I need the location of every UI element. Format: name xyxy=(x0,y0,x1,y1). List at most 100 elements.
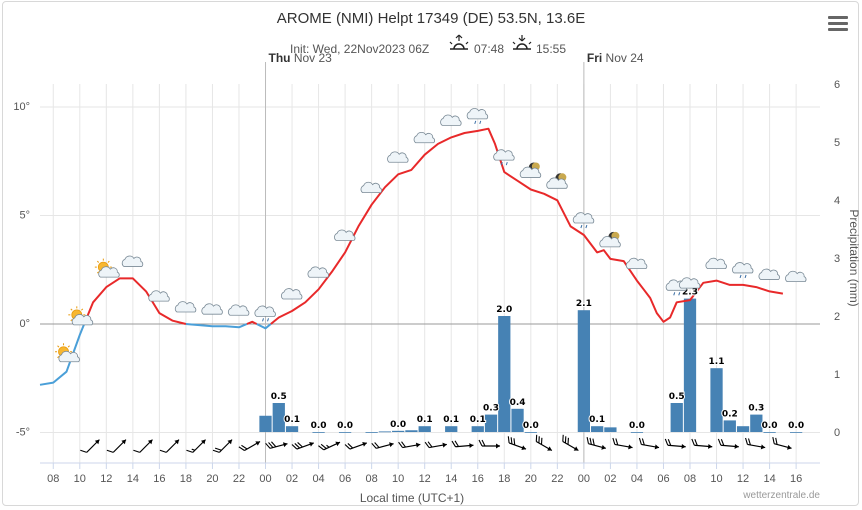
y-left-tick-label: 0° xyxy=(19,318,30,330)
sun-cloud-icon xyxy=(68,306,94,326)
y-left-tick-label: -5° xyxy=(16,427,30,439)
wind-barb-feather xyxy=(562,434,564,442)
x-tick-label: 06 xyxy=(657,473,669,485)
rain-drop xyxy=(479,120,482,125)
wind-barb xyxy=(159,439,180,453)
cloud-shape xyxy=(785,270,807,283)
wind-barb xyxy=(318,441,341,451)
precipitation-data-label: 1.1 xyxy=(709,357,725,367)
wind-barb-head xyxy=(496,443,501,449)
cloud-drizzle-icon xyxy=(466,108,489,125)
cloud-drizzle-icon xyxy=(254,305,276,322)
cloud-shape xyxy=(572,212,595,224)
x-tick-label: 08 xyxy=(366,473,378,485)
init-text: Init: Wed, 22Nov2023 06Z xyxy=(290,42,429,56)
precipitation-data-label: 0.5 xyxy=(669,392,685,402)
wind-barb-feather xyxy=(564,436,567,444)
precipitation-data-label: 0.1 xyxy=(417,415,433,425)
chart-subtitle: Init: Wed, 22Nov2023 06Z 07:48 15:55 xyxy=(290,34,566,56)
day-date: Nov 24 xyxy=(602,51,644,65)
sun-ray xyxy=(70,308,73,311)
sun-ray xyxy=(67,345,70,348)
wind-barb-head xyxy=(309,441,314,447)
x-tick-label: 14 xyxy=(445,473,457,485)
wind-barb xyxy=(562,434,579,452)
day-date: Nov 23 xyxy=(291,51,333,65)
cloud-shape xyxy=(705,257,727,269)
wind-barb-feather xyxy=(694,439,698,446)
wind-barb-feather xyxy=(454,440,459,447)
x-tick-label: 18 xyxy=(498,473,510,485)
y-right-tick-label: 0 xyxy=(834,427,840,439)
cloud-shape xyxy=(493,149,515,161)
x-tick-label: 14 xyxy=(127,473,139,485)
wind-barb-head xyxy=(734,443,739,449)
wind-barb-head xyxy=(200,439,206,445)
sunrise-icon xyxy=(449,34,469,50)
x-tick-label: 12 xyxy=(100,473,112,485)
wind-barb-feather xyxy=(241,444,248,450)
wind-barb-head xyxy=(654,444,660,450)
wind-barb-feather xyxy=(478,439,483,447)
cloud-shape xyxy=(625,257,648,269)
wind-barb-half-feather xyxy=(191,448,196,451)
temperature-line-below-zero xyxy=(256,323,272,330)
hamburger-menu-icon[interactable] xyxy=(828,16,848,32)
wind-barb-head xyxy=(335,441,340,447)
x-tick-label: 10 xyxy=(74,473,86,485)
temperature-line-above-zero xyxy=(270,127,784,325)
cloud-shape xyxy=(413,131,436,144)
wind-barb-head xyxy=(681,443,686,449)
axes: 08 10 12 14 16 18 20 22 00 02 04 06 08 10 12 14 16 18 20 22… xyxy=(13,79,840,485)
wind-barb-head xyxy=(760,444,766,450)
sun-ray xyxy=(96,271,100,274)
cloud-icon xyxy=(387,151,409,163)
wind-barb-feather xyxy=(664,438,669,446)
wind-barb xyxy=(291,441,314,450)
wind-barb-feather xyxy=(641,438,645,446)
wind-barb xyxy=(612,437,633,450)
cloud-shape xyxy=(98,266,120,278)
precipitation-data-label: 0.2 xyxy=(722,409,738,419)
x-tick-label: 02 xyxy=(604,473,616,485)
precipitation-data-label: 0.4 xyxy=(510,398,526,408)
wind-barb xyxy=(106,439,127,453)
precipitation-bar xyxy=(338,432,352,433)
wind-barb xyxy=(691,438,713,449)
x-tick-label: 20 xyxy=(206,473,218,485)
cloud-shape xyxy=(58,350,80,363)
wind-barb-feather xyxy=(265,442,271,449)
precipitation-data-label: 0.0 xyxy=(390,420,406,430)
precipitation-data-label: 0.0 xyxy=(523,421,539,431)
precipitation-bar xyxy=(378,431,392,433)
cloud-shape xyxy=(307,266,329,278)
wind-barb-half-feather xyxy=(326,444,330,448)
wind-barb-feather xyxy=(745,437,748,445)
sun-ray xyxy=(96,260,100,263)
cloud-rain-icon xyxy=(572,212,595,229)
wind-barb-head xyxy=(94,439,100,445)
rain-drop xyxy=(262,318,264,322)
sun-ray xyxy=(57,355,60,359)
wind-barb-feather xyxy=(775,437,778,445)
wind-barb-head xyxy=(227,439,233,445)
precipitation-bar xyxy=(670,403,683,432)
cloud-icon xyxy=(785,270,807,283)
moon-cloud-icon xyxy=(519,162,542,178)
precipitation-data-label: 2.1 xyxy=(576,299,592,309)
wind-barb-feather xyxy=(427,441,433,448)
wind-barb xyxy=(717,438,739,449)
day-label: Thu Nov 23 xyxy=(269,51,333,65)
wind-barb xyxy=(133,439,153,453)
moon-cloud-icon xyxy=(546,173,568,189)
day-label: Fri Nov 24 xyxy=(587,51,644,65)
cloud-shape xyxy=(71,314,94,326)
wind-barb xyxy=(344,441,368,450)
precipitation-bars xyxy=(259,298,803,433)
cloud-shape xyxy=(201,303,223,315)
precipitation-data-label: 0.1 xyxy=(284,415,300,425)
wind-barb-feather xyxy=(401,441,406,448)
cloud-icon xyxy=(413,131,436,144)
wind-barb-feather xyxy=(106,449,114,453)
wind-barb xyxy=(186,439,206,453)
